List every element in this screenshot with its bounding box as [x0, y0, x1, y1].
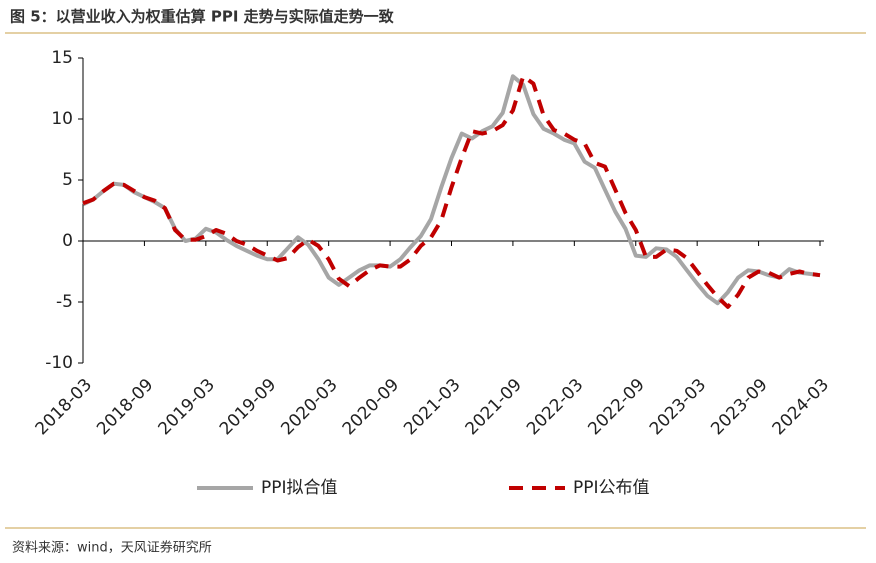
x-tick-label: 2023-09 — [707, 375, 771, 439]
x-tick-label: 2018-09 — [93, 375, 157, 439]
x-tick-label: 2018-03 — [32, 375, 96, 439]
y-tick-label: 0 — [62, 231, 73, 251]
x-tick-label: 2020-09 — [339, 375, 403, 439]
x-tick-label: 2021-09 — [462, 375, 526, 439]
y-tick-label: 15 — [51, 48, 73, 68]
y-tick-label: -10 — [45, 353, 73, 373]
legend-label: PPI公布值 — [573, 478, 650, 498]
x-tick-label: 2022-03 — [523, 375, 587, 439]
y-tick-label: 10 — [51, 109, 73, 129]
y-tick-label: 5 — [62, 170, 73, 190]
source: 资料来源：wind，天风证券研究所 — [12, 540, 212, 556]
x-tick-label: 2020-03 — [277, 375, 341, 439]
y-tick-label: -5 — [56, 292, 73, 312]
series-line — [82, 74, 821, 306]
series-line — [82, 74, 821, 309]
x-tick-label: 2021-03 — [400, 375, 464, 439]
legend-label: PPI拟合值 — [261, 478, 338, 498]
x-tick-label: 2024-03 — [769, 375, 833, 439]
chart-title: 图 5：以营业收入为权重估算 PPI 走势与实际值走势一致 — [10, 8, 395, 26]
x-tick-label: 2023-03 — [646, 375, 710, 439]
x-tick-label: 2019-09 — [216, 375, 280, 439]
x-tick-label: 2019-03 — [155, 375, 219, 439]
x-tick-label: 2022-09 — [584, 375, 648, 439]
